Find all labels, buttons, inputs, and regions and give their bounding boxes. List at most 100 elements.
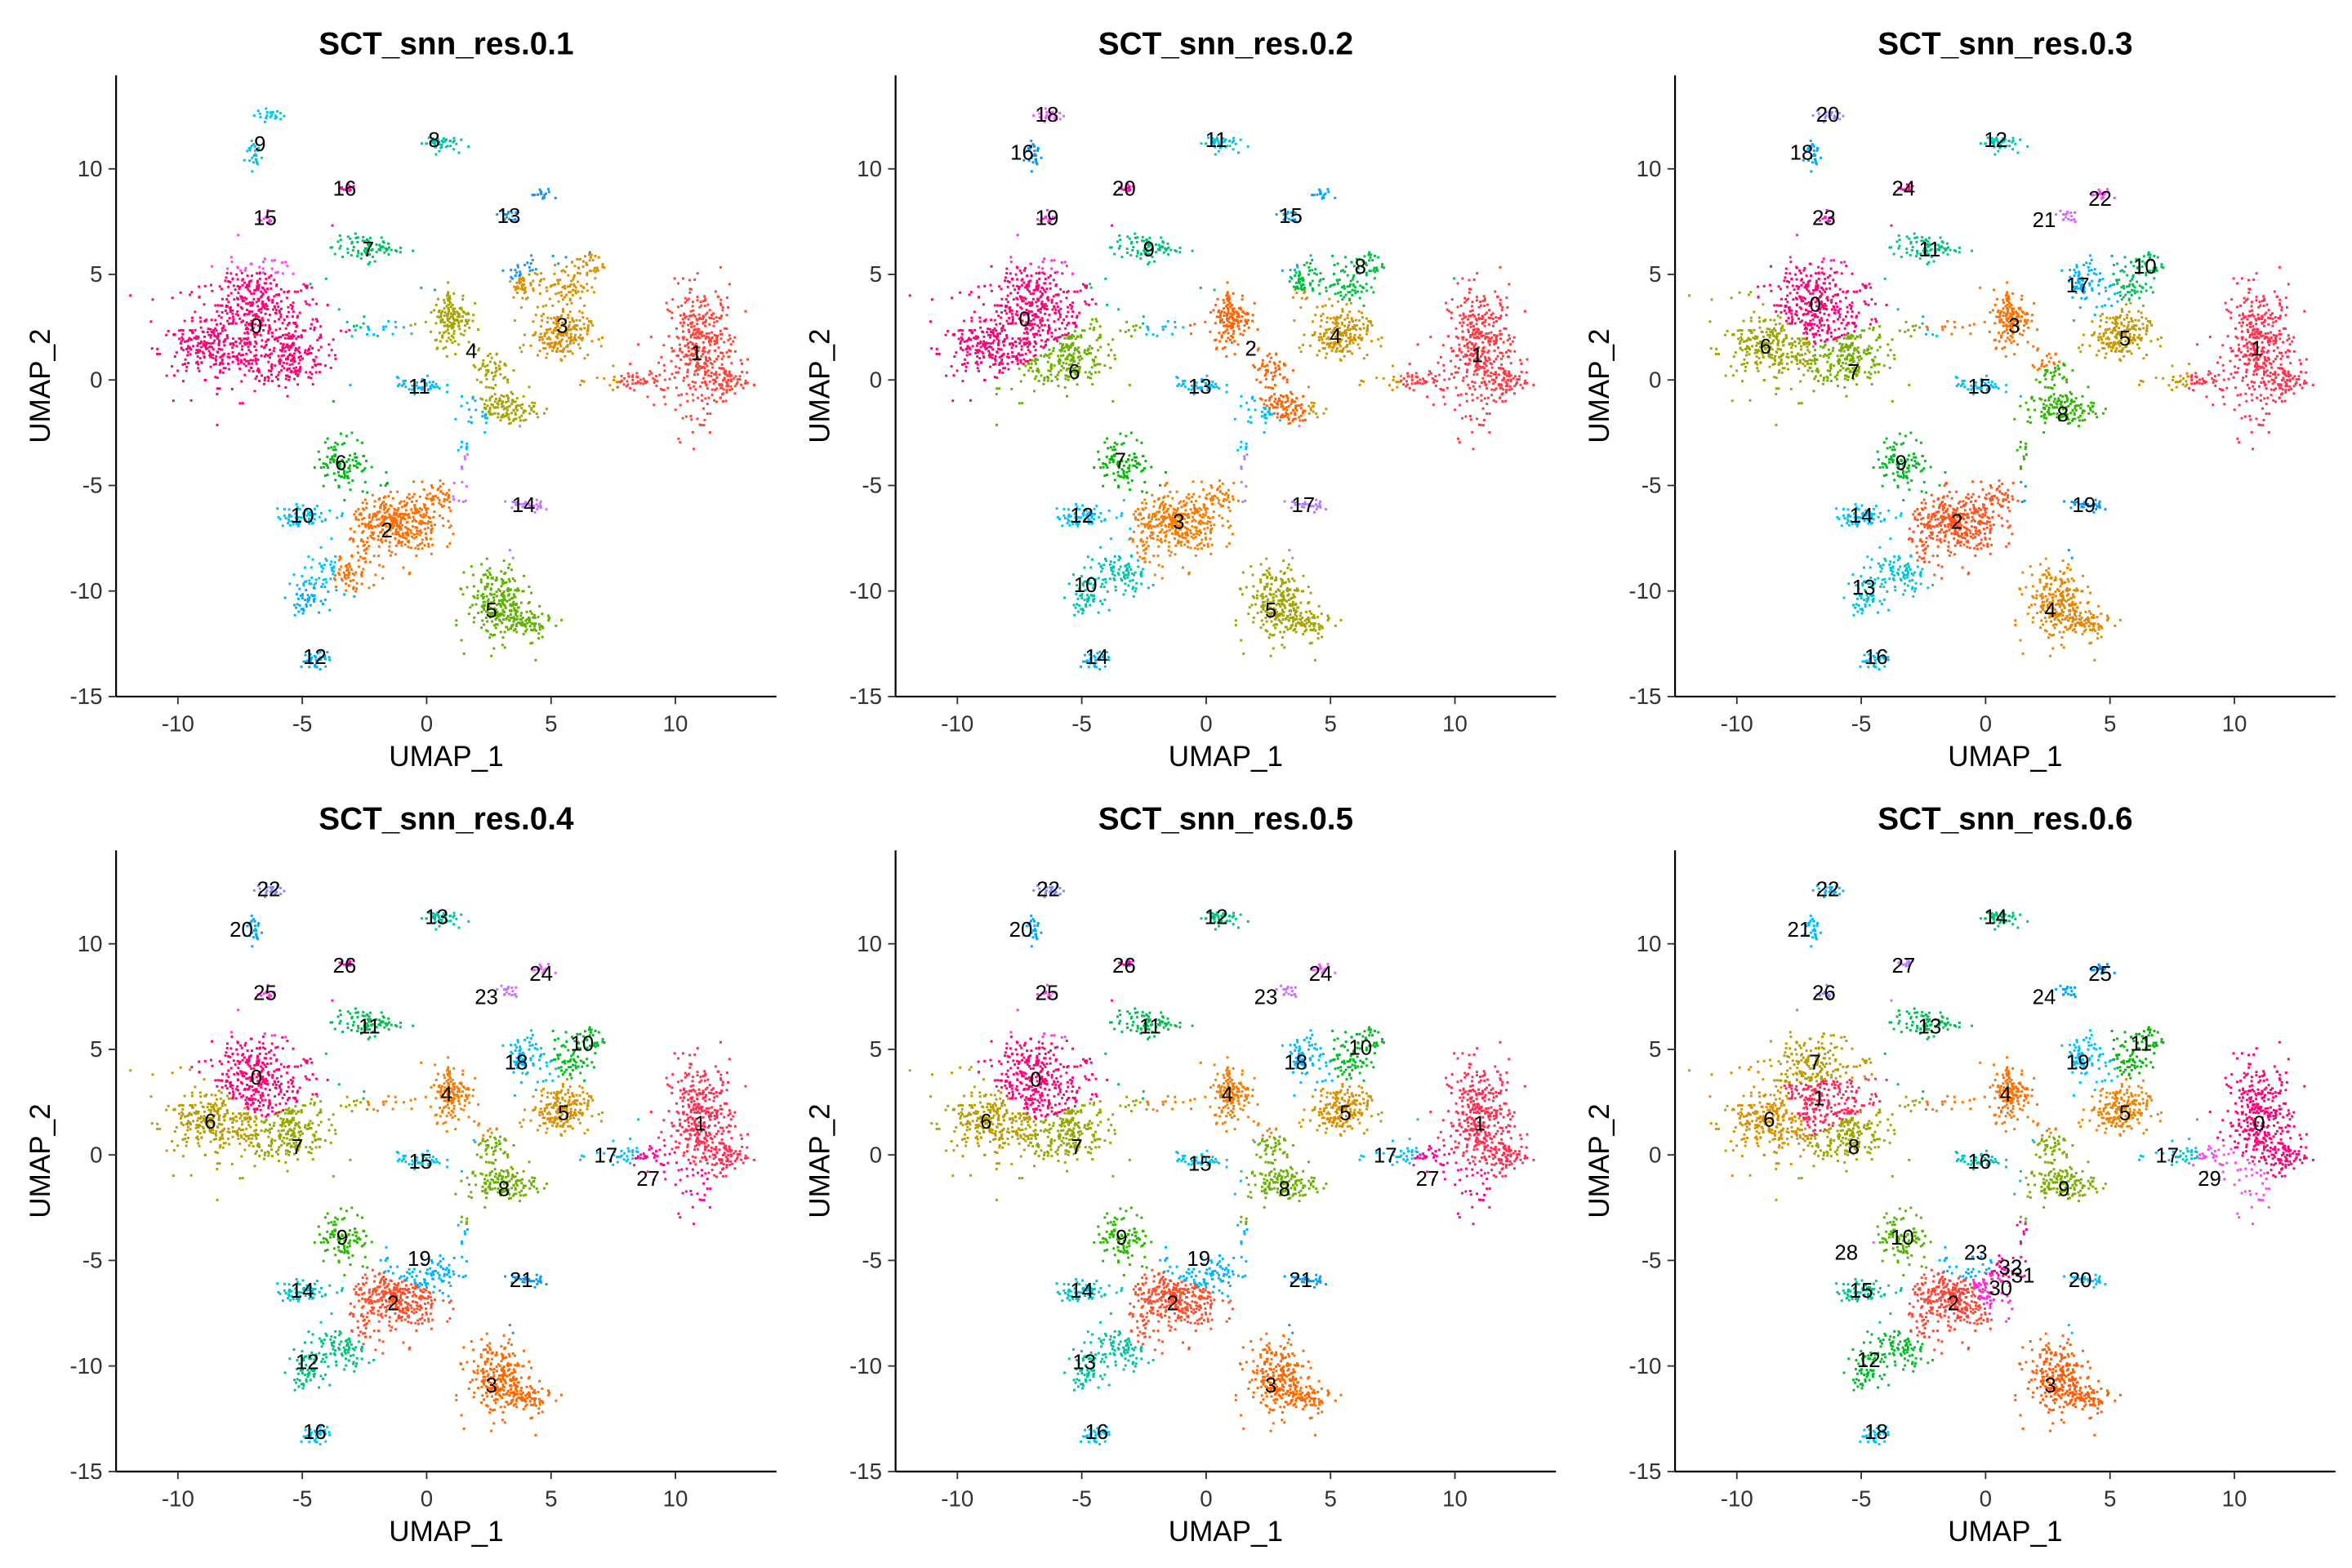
cell-point xyxy=(549,285,552,288)
cell-point xyxy=(243,269,247,272)
cell-point xyxy=(503,596,506,599)
cell-point xyxy=(537,632,541,635)
cell-point xyxy=(247,345,250,349)
cell-point xyxy=(495,578,498,581)
cell-point xyxy=(569,336,572,340)
cell-point xyxy=(1491,312,1494,315)
cell-point xyxy=(1507,355,1510,359)
cell-point xyxy=(249,350,252,354)
cell-point xyxy=(398,501,401,505)
cell-point xyxy=(488,592,492,595)
cell-point xyxy=(461,294,465,297)
cell-point xyxy=(721,379,724,382)
cell-point xyxy=(490,386,493,390)
cell-point xyxy=(452,322,455,325)
cell-point xyxy=(363,549,366,552)
cell-point xyxy=(998,371,1001,374)
cell-point xyxy=(1003,279,1006,283)
cell-point xyxy=(694,327,697,331)
cell-point xyxy=(1061,322,1064,325)
cell-point xyxy=(297,346,301,350)
cell-point xyxy=(477,368,480,372)
cell-point xyxy=(541,319,544,322)
cell-point xyxy=(1489,362,1492,365)
cell-point xyxy=(524,625,528,628)
cell-point xyxy=(258,380,261,382)
cell-point xyxy=(1035,375,1038,378)
cell-point xyxy=(1037,371,1040,374)
cell-point xyxy=(316,652,319,655)
cell-point xyxy=(390,523,394,527)
cell-point xyxy=(220,362,223,365)
cell-point xyxy=(528,502,531,506)
cell-point xyxy=(534,268,537,271)
cell-point xyxy=(237,292,240,295)
cell-point xyxy=(961,380,964,383)
cell-point xyxy=(343,188,345,191)
cell-point xyxy=(528,621,532,624)
cell-point xyxy=(532,287,535,290)
cell-point xyxy=(538,283,541,287)
cell-point xyxy=(1032,354,1036,358)
cell-point xyxy=(501,603,505,606)
cell-point xyxy=(998,348,1001,351)
cell-point xyxy=(418,522,421,525)
cell-point xyxy=(484,385,488,389)
cell-point xyxy=(1428,373,1431,376)
cell-point xyxy=(1500,357,1503,360)
cell-point xyxy=(466,322,469,325)
cell-point xyxy=(519,280,522,283)
cell-point xyxy=(1004,276,1007,279)
cell-point xyxy=(429,387,432,390)
cell-point xyxy=(399,541,402,545)
cell-point xyxy=(996,304,1000,307)
cell-point xyxy=(219,348,222,351)
cell-point xyxy=(703,295,706,298)
cell-point xyxy=(264,307,267,310)
cell-point xyxy=(460,404,463,408)
cell-point xyxy=(1022,363,1025,366)
cell-point xyxy=(506,378,510,381)
cell-point xyxy=(235,313,238,316)
cell-point xyxy=(675,386,679,390)
cell-point xyxy=(436,136,439,140)
cell-point xyxy=(489,602,492,605)
cell-point xyxy=(686,371,689,374)
cell-point xyxy=(391,517,394,520)
cell-point xyxy=(1462,376,1465,380)
cell-point xyxy=(1450,359,1453,363)
cell-point xyxy=(516,587,519,590)
cell-point xyxy=(1058,359,1062,362)
cell-point xyxy=(1022,269,1026,272)
cell-point xyxy=(691,343,694,345)
cell-point xyxy=(287,310,290,314)
cell-point xyxy=(407,513,410,516)
cell-point xyxy=(291,363,294,366)
cell-point xyxy=(353,573,356,577)
cell-point xyxy=(1056,378,1059,381)
cell-point xyxy=(1001,354,1004,357)
cell-point xyxy=(1039,318,1042,322)
cell-point xyxy=(373,514,376,517)
cell-point xyxy=(1097,349,1100,352)
cell-point xyxy=(1453,277,1456,280)
cell-point xyxy=(502,614,506,617)
cell-point xyxy=(1479,332,1482,336)
cell-point xyxy=(291,336,294,340)
cell-point xyxy=(439,321,443,324)
cell-point xyxy=(256,287,260,290)
cell-point xyxy=(293,290,296,293)
cell-point xyxy=(1020,271,1023,274)
cell-point xyxy=(1058,309,1061,312)
cell-point xyxy=(198,316,202,319)
cell-point xyxy=(1468,386,1472,390)
cell-point xyxy=(697,332,701,336)
cell-point xyxy=(1036,279,1039,283)
cell-point xyxy=(329,458,332,461)
cell-point xyxy=(1098,371,1101,374)
cell-point xyxy=(489,606,492,609)
cell-point xyxy=(338,186,341,189)
cell-point xyxy=(194,310,197,314)
cell-point xyxy=(1476,356,1479,359)
cell-point xyxy=(553,344,556,347)
